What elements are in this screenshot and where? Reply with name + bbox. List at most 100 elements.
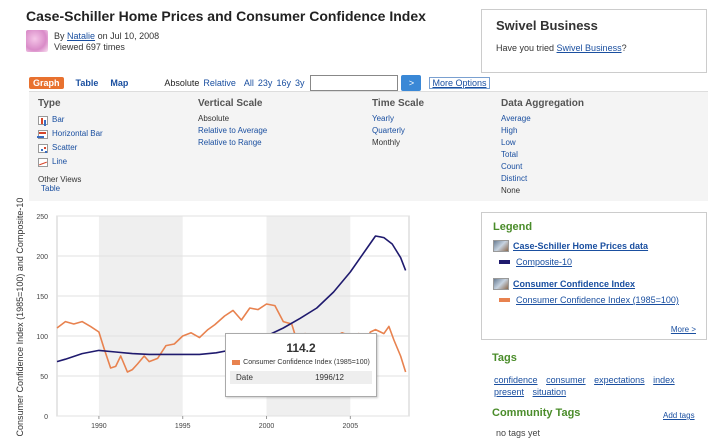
business-title: Swivel Business [496,18,598,33]
line-chart[interactable]: 0 50 100 150 200 250 1990 1995 2000 2005 [0,208,420,440]
legend-source-2-link[interactable]: Consumer Confidence Index [513,279,636,289]
tab-map[interactable]: Map [110,78,129,88]
byline: By Natalie on Jul 10, 2008 Viewed 697 ti… [54,31,159,53]
scatter-icon [38,143,48,153]
tooltip-date-label: Date [236,373,253,382]
x-tick-label: 1995 [175,423,191,430]
type-column: Type Bar Horizontal Bar Scatter Line Oth… [38,98,103,193]
business-text: Have you tried Swivel Business? [496,43,692,53]
horizontal-bar-icon [38,129,48,139]
y-tick-label: 0 [44,414,48,421]
vscale-relative-range[interactable]: Relative to Range [198,138,262,147]
community-tags-title: Community Tags [492,407,581,419]
absolute-toggle[interactable]: Absolute [164,78,200,88]
type-line[interactable]: Line [38,155,103,169]
business-prompt: Have you tried [496,43,555,53]
y-tick-label: 250 [36,214,48,221]
legend-panel: Legend Case-Schiller Home Prices data Co… [481,212,707,340]
by-label: By [54,31,65,41]
legend-item-confidence: Consumer Confidence Index (1985=100) [493,295,695,305]
tooltip-series-name: Consumer Confidence Index (1985=100) [243,359,370,366]
publish-date: on Jul 10, 2008 [97,31,160,41]
dataset-thumbnail-icon [493,240,509,252]
agg-none[interactable]: None [501,186,521,195]
swivel-business-box: Swivel Business Have you tried Swivel Bu… [481,9,707,73]
type-bar-label: Bar [52,115,65,124]
add-tags-link[interactable]: Add tags [663,411,695,420]
tooltip-date-row: Date 1996/12 [230,371,372,384]
relative-toggle[interactable]: Relative [203,78,236,88]
range-23y[interactable]: 23y [257,78,273,88]
type-scatter[interactable]: Scatter [38,141,103,155]
type-heading: Type [38,98,61,109]
x-tick-label: 2005 [343,423,359,430]
type-horizontal-bar[interactable]: Horizontal Bar [38,127,103,141]
time-quarterly[interactable]: Quarterly [372,126,405,135]
tag-link[interactable]: expectations [594,375,645,385]
business-link[interactable]: Swivel Business [556,43,622,53]
time-monthly[interactable]: Monthly [372,138,401,147]
bar-chart-icon [38,115,48,125]
legend-item-composite-link[interactable]: Composite-10 [516,257,573,267]
search-input[interactable] [310,75,399,91]
agg-total[interactable]: Total [501,150,518,159]
time-scale-column: Time Scale Yearly Quarterly Monthly [372,98,424,149]
tag-link[interactable]: index [653,375,675,385]
y-tick-label: 200 [36,254,48,261]
aggregation-heading: Data Aggregation [501,98,584,109]
tag-link[interactable]: confidence [494,375,538,385]
legend-swatch-composite [499,260,510,264]
legend-source-2: Consumer Confidence Index [493,278,695,290]
aggregation-column: Data Aggregation Average High Low Total … [501,98,584,197]
shaded-band [98,216,183,416]
chart-area: 0 50 100 150 200 250 1990 1995 2000 2005 [0,208,420,440]
view-tabs: Graph Table Map Absolute Relative All 23… [29,75,490,91]
agg-distinct[interactable]: Distinct [501,174,528,183]
type-line-label: Line [52,157,68,166]
agg-low[interactable]: Low [501,138,516,147]
time-scale-heading: Time Scale [372,98,425,109]
tags-title: Tags [492,352,517,364]
legend-item-composite: Composite-10 [493,257,695,267]
legend-source-1-link[interactable]: Case-Schiller Home Prices data [513,241,649,251]
tag-link[interactable]: present [494,387,525,397]
legend-source-1: Case-Schiller Home Prices data [493,240,695,252]
y-tick-label: 100 [36,334,48,341]
y-tick-label: 150 [36,294,48,301]
go-button[interactable]: > [401,75,422,91]
other-views-label: Other Views [38,175,82,184]
tab-table[interactable]: Table [75,78,99,88]
other-views: Other Views Table [38,175,103,193]
tag-link[interactable]: situation [532,387,567,397]
type-bar[interactable]: Bar [38,113,103,127]
vscale-relative-average[interactable]: Relative to Average [198,126,268,135]
agg-average[interactable]: Average [501,114,531,123]
y-axis-label: Consumer Confidence Index (1985=100) and… [15,197,25,437]
tooltip-date-value: 1996/12 [315,373,344,382]
more-options-link[interactable]: More Options [429,77,490,89]
vertical-scale-heading: Vertical Scale [198,98,263,109]
agg-count[interactable]: Count [501,162,523,171]
no-tags-text: no tags yet [496,428,541,438]
other-views-table[interactable]: Table [41,184,61,193]
tab-graph[interactable]: Graph [29,77,64,89]
agg-high[interactable]: High [501,126,518,135]
range-3y[interactable]: 3y [294,78,305,88]
vscale-absolute[interactable]: Absolute [198,114,230,123]
x-tick-label: 1990 [91,423,107,430]
range-16y[interactable]: 16y [276,78,291,88]
vertical-scale-column: Vertical Scale Absolute Relative to Aver… [198,98,267,149]
author-link[interactable]: Natalie [67,31,96,41]
dataset-thumbnail-icon [493,278,509,290]
range-all[interactable]: All [243,78,254,88]
tooltip-swatch [232,360,241,365]
time-yearly[interactable]: Yearly [372,114,394,123]
type-scatter-label: Scatter [52,143,78,152]
business-suffix: ? [621,43,627,53]
chart-tooltip: 114.2 Consumer Confidence Index (1985=10… [225,333,377,397]
avatar[interactable] [26,30,48,52]
tag-link[interactable]: consumer [546,375,586,385]
legend-more-link[interactable]: More > [670,325,696,334]
type-hbar-label: Horizontal Bar [52,129,103,138]
legend-item-confidence-link[interactable]: Consumer Confidence Index (1985=100) [516,295,679,305]
